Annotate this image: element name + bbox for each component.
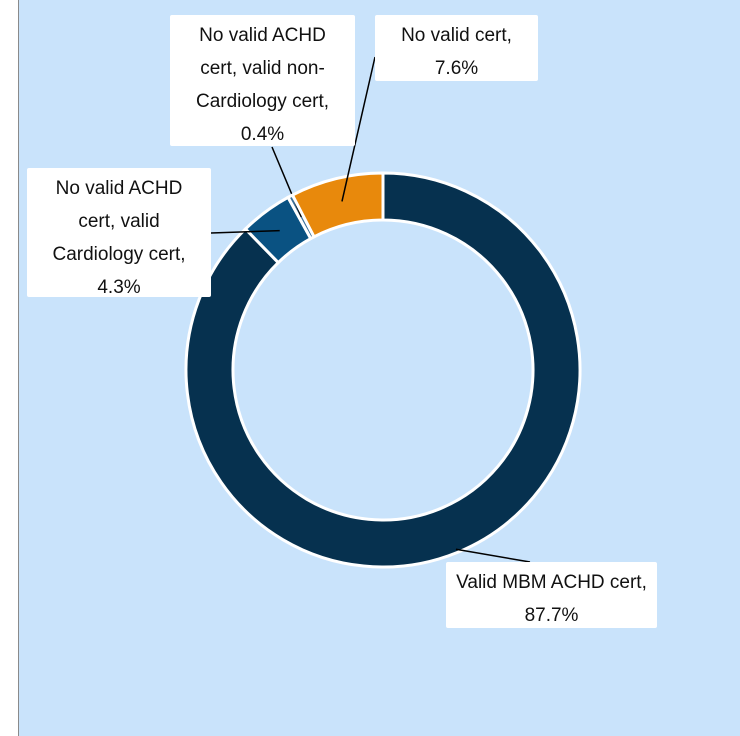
leader-line	[210, 229, 280, 234]
data-label: Valid MBM ACHD cert, 87.7%	[446, 562, 657, 628]
data-label: No valid ACHD cert, valid Cardiology cer…	[27, 168, 211, 298]
donut-slice	[290, 171, 385, 239]
data-label: No valid cert, 7.6%	[375, 15, 538, 81]
data-label: No valid ACHD cert, valid non-Cardiology…	[170, 15, 355, 146]
leader-line	[341, 56, 376, 202]
leader-line	[455, 548, 531, 563]
donut-slice	[184, 171, 582, 569]
